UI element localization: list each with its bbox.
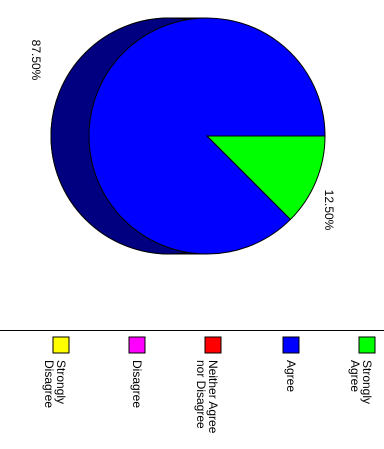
legend-label: Agree [284, 360, 298, 392]
legend-swatch [128, 336, 146, 354]
legend-swatch [282, 336, 300, 354]
legend-item-agree: Agree [282, 336, 300, 392]
data-labels-group: 12.50% 87.50% [29, 40, 336, 231]
legend-label: Agree [348, 360, 362, 392]
legend-label: Disagree [130, 360, 144, 408]
pie-group [50, 17, 326, 255]
data-label-87-50: 87.50% [29, 40, 43, 81]
legend-item-disagree: Disagree [128, 336, 146, 408]
legend-label: Strongly [360, 360, 374, 404]
data-label-12-50: 12.50% [322, 190, 336, 231]
legend-label: nor Disagree [194, 360, 208, 429]
legend-label: Strongly [54, 360, 68, 404]
pie-slice-strongly-agree [205, 135, 326, 221]
legend-label: Neither Agree [206, 360, 220, 434]
legend-swatch [358, 336, 376, 354]
legend-swatch [52, 336, 70, 354]
legend-swatch [204, 336, 222, 354]
legend-label: Disagree [42, 360, 56, 408]
pie-slice-agree [88, 17, 326, 255]
